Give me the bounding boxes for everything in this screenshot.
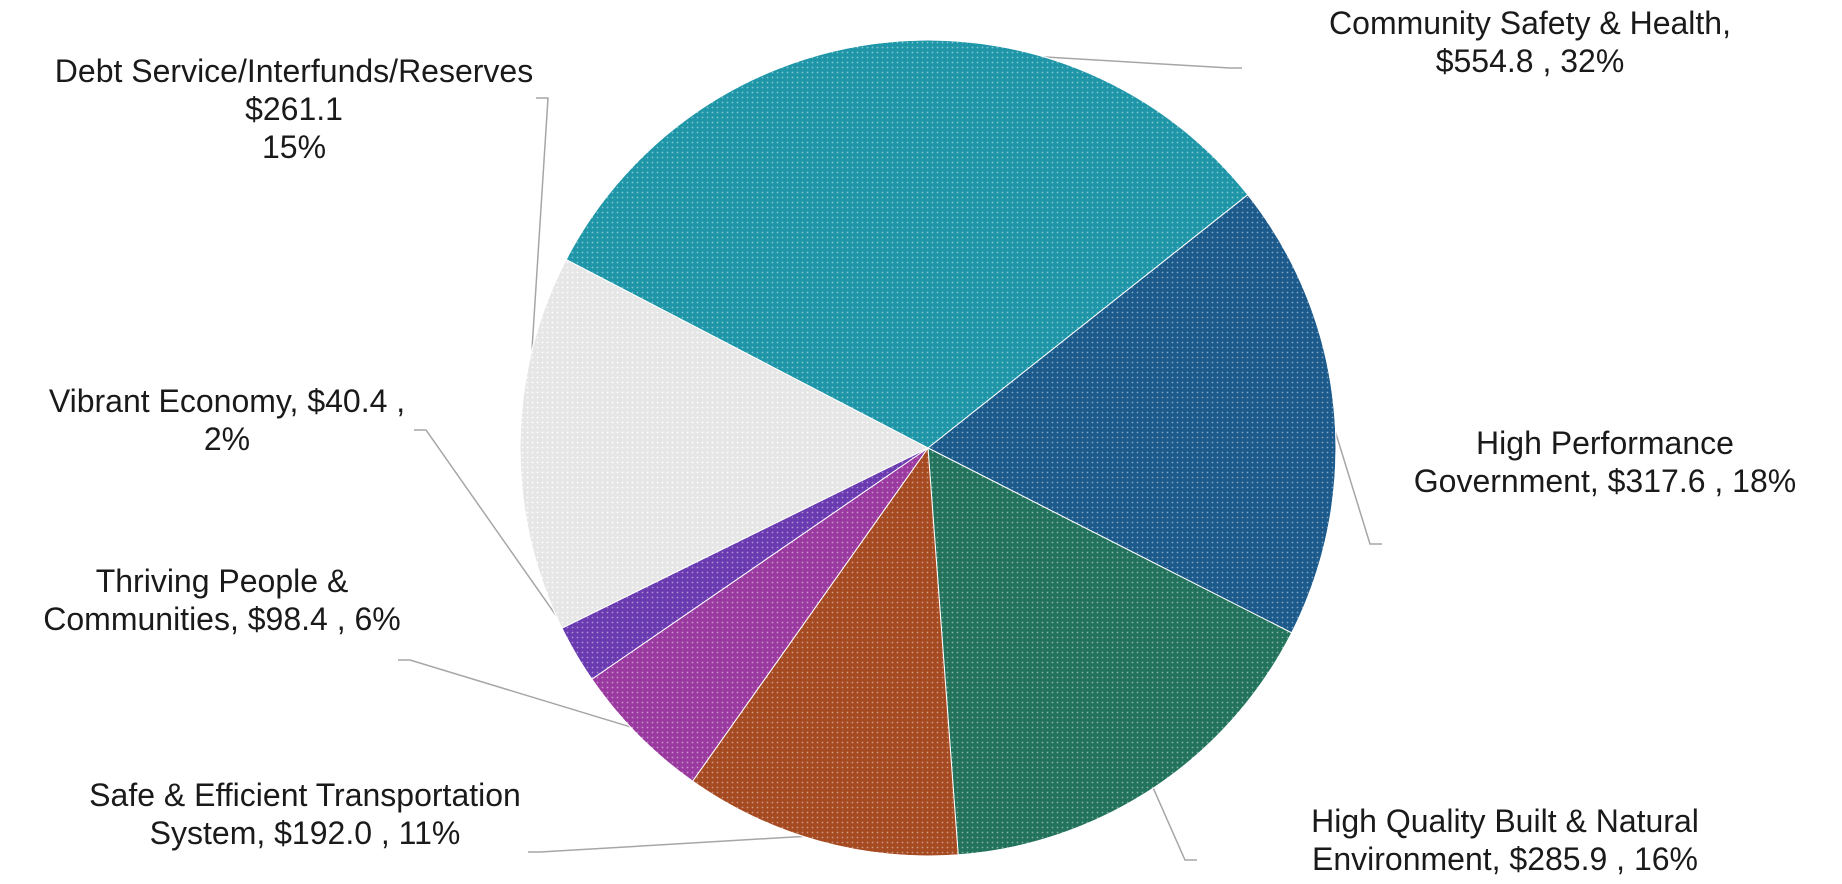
data-label-line: High Quality Built & Natural xyxy=(1311,803,1699,839)
data-label-line: 2% xyxy=(203,421,251,457)
data-label-line: Environment, $285.9 , 16% xyxy=(1311,841,1698,877)
data-label: High Performance Government, $317.6 , 18% xyxy=(1414,424,1796,500)
pie-outline xyxy=(519,39,1337,857)
data-label: Thriving People & Communities, $98.4 , 6% xyxy=(43,562,401,638)
data-label: Community Safety & Health, $554.8 , 32% xyxy=(1329,4,1731,80)
data-label-line: Community Safety & Health, xyxy=(1329,5,1731,41)
leader-line xyxy=(525,97,549,444)
data-label-line: $261.1 xyxy=(245,91,343,127)
data-label-line: Debt Service/Interfunds/Reserves xyxy=(54,53,534,89)
data-label-line: Government, $317.6 , 18% xyxy=(1413,463,1797,499)
data-label-line: Safe & Efficient Transportation xyxy=(89,777,521,813)
data-label-line: Thriving People & xyxy=(95,563,349,599)
data-label-line: Vibrant Economy, $40.4 , xyxy=(48,383,406,419)
data-label: Debt Service/Interfunds/Reserves $261.1 15… xyxy=(55,52,533,166)
leader-line xyxy=(414,429,582,652)
data-label-line: 15% xyxy=(261,129,327,165)
leader-line xyxy=(1327,407,1382,545)
data-label: High Quality Built & Natural Environment,… xyxy=(1311,802,1699,878)
data-label-line: Communities, $98.4 , 6% xyxy=(43,601,401,637)
data-label-line: High Performance xyxy=(1476,425,1734,461)
data-label-line: $554.8 , 32% xyxy=(1435,43,1625,79)
data-label: Safe & Efficient Transportation System, $… xyxy=(89,776,521,852)
leader-line xyxy=(398,659,643,732)
data-label: Vibrant Economy, $40.4 , 2% xyxy=(49,382,405,458)
leader-line xyxy=(528,834,821,853)
data-label-line: System, $192.0 , 11% xyxy=(149,815,461,851)
leader-line xyxy=(1150,782,1197,861)
